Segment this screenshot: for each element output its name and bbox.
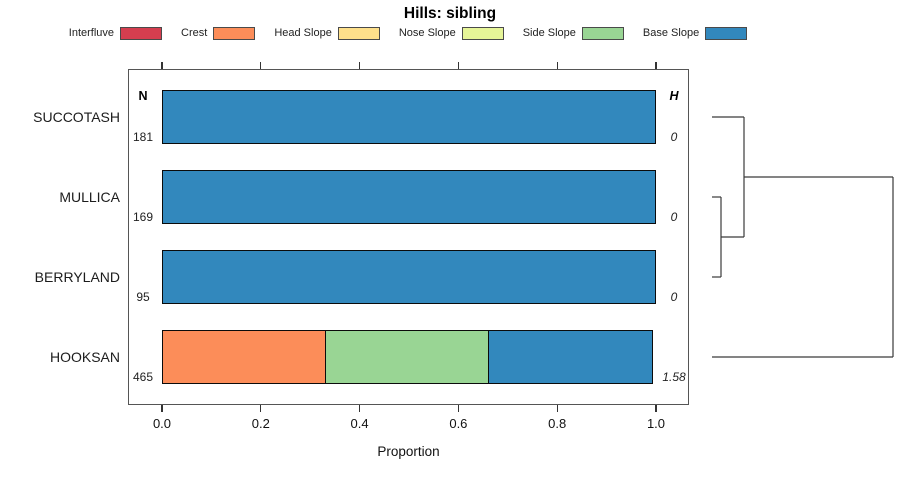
legend-swatch-side-slope — [581, 26, 624, 40]
x-axis-tick-bottom — [655, 405, 657, 412]
legend-label: Head Slope — [274, 27, 332, 39]
h-value: 0 — [670, 290, 678, 304]
x-axis-tick-bottom — [260, 405, 262, 412]
x-axis-tick-label: 0.6 — [449, 416, 468, 431]
x-axis-tick-top — [457, 62, 460, 69]
x-axis-tick-bottom — [556, 405, 558, 412]
bar-segment — [162, 90, 656, 144]
x-axis-tick-label: 0.0 — [152, 416, 172, 431]
bar-segment — [487, 330, 653, 384]
n-value: 181 — [132, 130, 154, 144]
x-axis-tick-label: 0.2 — [251, 416, 270, 431]
category-label: HOOKSAN — [49, 349, 120, 365]
x-axis-tick-top — [655, 62, 657, 69]
stacked-bar — [162, 170, 656, 224]
x-axis-tick-top — [260, 62, 262, 69]
chart-legend: Interfluve Crest Head Slope Nose Slope S… — [0, 25, 816, 41]
bar-segment — [162, 250, 656, 304]
legend-item-crest: Crest — [181, 26, 256, 40]
x-axis-tick-label: 1.0 — [646, 416, 666, 431]
category-label: BERRYLAND — [34, 269, 120, 285]
legend-item-side-slope: Side Slope — [522, 26, 624, 40]
legend-label: Crest — [181, 27, 208, 39]
h-column-header: H — [669, 89, 679, 103]
stacked-bar — [162, 250, 656, 304]
legend-label: Interfluve — [68, 27, 115, 39]
x-axis-tick-top — [358, 62, 361, 69]
n-value: 169 — [132, 210, 154, 224]
legend-swatch-nose-slope — [461, 26, 504, 40]
chart-title: Hills: sibling — [403, 5, 497, 22]
x-axis-tick-top — [161, 62, 163, 69]
legend-item-nose-slope: Nose Slope — [398, 26, 504, 40]
n-column-header: N — [138, 89, 148, 103]
bar-segment — [162, 330, 327, 384]
x-axis-label: Proportion — [377, 444, 440, 459]
x-axis-tick-label: 0.4 — [350, 416, 369, 431]
stacked-bar — [162, 90, 656, 144]
legend-swatch-head-slope — [337, 26, 380, 40]
n-value: 465 — [132, 370, 154, 384]
x-axis-tick-top — [556, 62, 558, 69]
x-axis-tick-bottom — [358, 405, 361, 412]
legend-item-interfluve: Interfluve — [68, 26, 163, 40]
h-value: 0 — [670, 130, 678, 144]
h-value: 1.58 — [662, 370, 686, 384]
legend-item-base-slope: Base Slope — [642, 26, 748, 40]
legend-label: Nose Slope — [398, 27, 456, 39]
legend-label: Side Slope — [522, 27, 576, 39]
legend-swatch-interfluve — [120, 26, 163, 40]
n-value: 95 — [136, 290, 150, 304]
h-value: 0 — [670, 210, 678, 224]
x-axis-tick-bottom — [161, 405, 163, 412]
stacked-bar — [162, 330, 653, 384]
bar-segment — [162, 170, 656, 224]
legend-label: Base Slope — [642, 27, 700, 39]
category-label: MULLICA — [59, 189, 120, 205]
legend-item-head-slope: Head Slope — [274, 26, 380, 40]
x-axis-tick-label: 0.8 — [548, 416, 567, 431]
category-label: SUCCOTASH — [33, 109, 120, 125]
legend-swatch-crest — [213, 26, 256, 40]
legend-swatch-base-slope — [705, 26, 748, 40]
x-axis-tick-bottom — [457, 405, 460, 412]
